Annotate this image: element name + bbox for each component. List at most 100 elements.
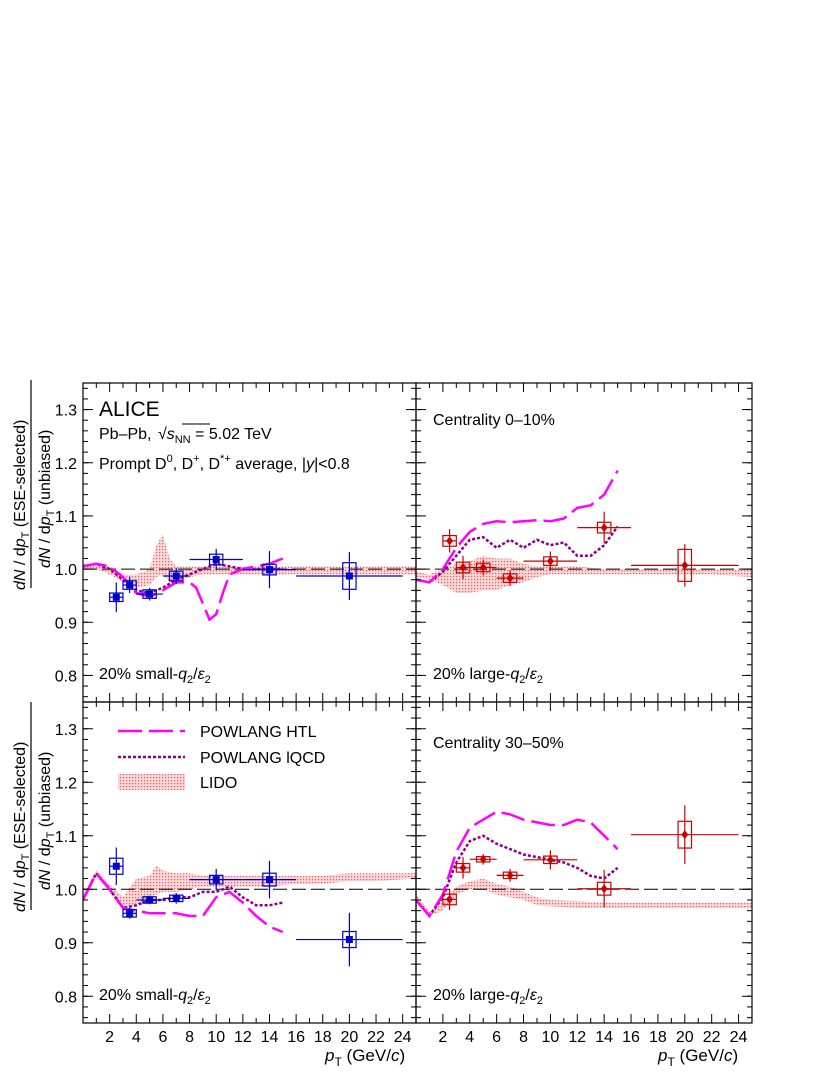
marker-diamond	[546, 556, 554, 566]
data-point	[631, 544, 739, 587]
selection-label-1: 20% large-q2/ε2	[433, 666, 543, 686]
x-tick-label: 16	[287, 1029, 305, 1046]
lido-band	[83, 865, 416, 908]
y-title-top-denominator: dN / dpT (unbiased)	[37, 430, 57, 568]
data-point	[136, 895, 163, 905]
x-axis-title-right: pT (GeV/c)	[657, 1046, 738, 1069]
marker-square	[146, 590, 154, 598]
y-title-bottom-denominator: dN / dpT (unbiased)	[37, 752, 57, 890]
ticks-small-q2-30-50	[83, 702, 416, 1023]
x-tick-label: 2	[438, 1029, 447, 1046]
x-tick-label: 6	[492, 1029, 501, 1046]
panel-small-q2-30-50	[83, 847, 416, 967]
marker-square	[265, 876, 273, 884]
marker-diamond	[600, 523, 608, 533]
data-point	[162, 892, 190, 904]
marker-square	[345, 572, 353, 580]
legend: POWLANG HTL POWLANG lQCD LIDO	[118, 724, 325, 792]
data-point	[631, 805, 739, 865]
x-tick-label: 22	[703, 1029, 721, 1046]
marker-diamond	[479, 562, 487, 572]
x-tick-label: 4	[465, 1029, 474, 1046]
y-tick-label: 1.3	[55, 403, 77, 420]
htl-curve	[416, 470, 619, 584]
data-point	[109, 847, 124, 885]
y-axis-title-bottom: dN / dpT (ESE-selected) dN / dpT (unbias…	[12, 702, 57, 912]
data-point	[469, 853, 497, 865]
data-point	[296, 912, 403, 967]
lido-band	[83, 534, 416, 588]
data-point	[162, 568, 190, 584]
ticks-large-q2-0-10	[416, 383, 752, 702]
x-tick-label: 6	[158, 1029, 167, 1046]
marker-diamond	[459, 562, 467, 572]
x-tick-label: 18	[649, 1029, 667, 1046]
y-tick-label: 1.2	[55, 775, 77, 792]
experiment-label: ALICE	[99, 398, 160, 421]
data-point	[242, 860, 297, 899]
marker-diamond	[446, 536, 454, 546]
selection-label-3: 20% large-q2/ε2	[433, 987, 543, 1007]
ticks-small-q2-0-10	[83, 383, 416, 702]
marker-square	[172, 894, 180, 902]
panel-frame	[415, 701, 753, 1024]
marker-square	[146, 896, 154, 904]
y-tick-label: 1.1	[55, 829, 77, 846]
data-point	[523, 551, 578, 571]
marker-square	[212, 876, 220, 884]
centrality-label-top: Centrality 0–10%	[433, 412, 555, 429]
marker-diamond	[600, 884, 608, 894]
marker-diamond	[479, 854, 487, 864]
marker-square	[126, 909, 134, 917]
data-point	[469, 559, 497, 576]
x-tick-label: 24	[394, 1029, 412, 1046]
panel-large-q2-0-10	[416, 470, 752, 593]
legend-swatch-lido	[118, 774, 185, 790]
marker-diamond	[681, 830, 689, 840]
data-point	[496, 868, 524, 882]
x-tick-label: 12	[568, 1029, 586, 1046]
x-tick-label: 14	[595, 1029, 613, 1046]
x-tick-label: 18	[314, 1029, 332, 1046]
x-axis-title-left: pT (GeV/c)	[324, 1046, 405, 1069]
legend-label-lido: LIDO	[200, 775, 237, 792]
data-point	[189, 868, 243, 891]
marker-diamond	[446, 894, 454, 904]
legend-label-lqcd: POWLANG lQCD	[200, 750, 325, 767]
data-point	[109, 582, 124, 613]
y-tick-label: 1.3	[55, 722, 77, 739]
y-tick-label: 1.0	[55, 562, 77, 579]
x-tick-label: 20	[676, 1029, 694, 1046]
marker-diamond	[681, 560, 689, 570]
marker-square	[112, 862, 120, 870]
centrality-label-bottom: Centrality 30–50%	[433, 735, 564, 752]
data-point	[242, 551, 297, 589]
htl-curve	[83, 870, 284, 934]
htl-curve	[83, 557, 284, 622]
x-tick-label: 4	[132, 1029, 141, 1046]
x-tick-label: 16	[622, 1029, 640, 1046]
y-tick-label: 0.8	[55, 989, 77, 1006]
x-tick-label: 8	[185, 1029, 194, 1046]
data-point	[442, 529, 457, 553]
y-axis-title-top: dN / dpT (ESE-selected) dN / dpT (unbias…	[12, 380, 57, 590]
x-tick-label: 2	[105, 1029, 114, 1046]
y-tick-label: 0.9	[55, 615, 77, 632]
x-tick-label: 12	[234, 1029, 252, 1046]
data-point	[523, 850, 578, 870]
panel-small-q2-0-10	[83, 534, 416, 622]
y-title-bottom-numerator: dN / dpT (ESE-selected)	[12, 742, 32, 912]
marker-diamond	[506, 870, 514, 880]
marker-square	[212, 556, 220, 564]
species-label: Prompt D0, D+, D*+ average, |y|<0.8	[99, 453, 350, 473]
marker-diamond	[459, 863, 467, 873]
ticks-large-q2-30-50	[416, 702, 752, 1023]
marker-square	[172, 572, 180, 580]
htl-curve	[416, 810, 619, 919]
data-point	[496, 570, 524, 587]
x-tick-label: 22	[367, 1029, 385, 1046]
data-point	[442, 888, 457, 911]
marker-diamond	[546, 855, 554, 865]
lqcd-curve	[416, 525, 619, 584]
